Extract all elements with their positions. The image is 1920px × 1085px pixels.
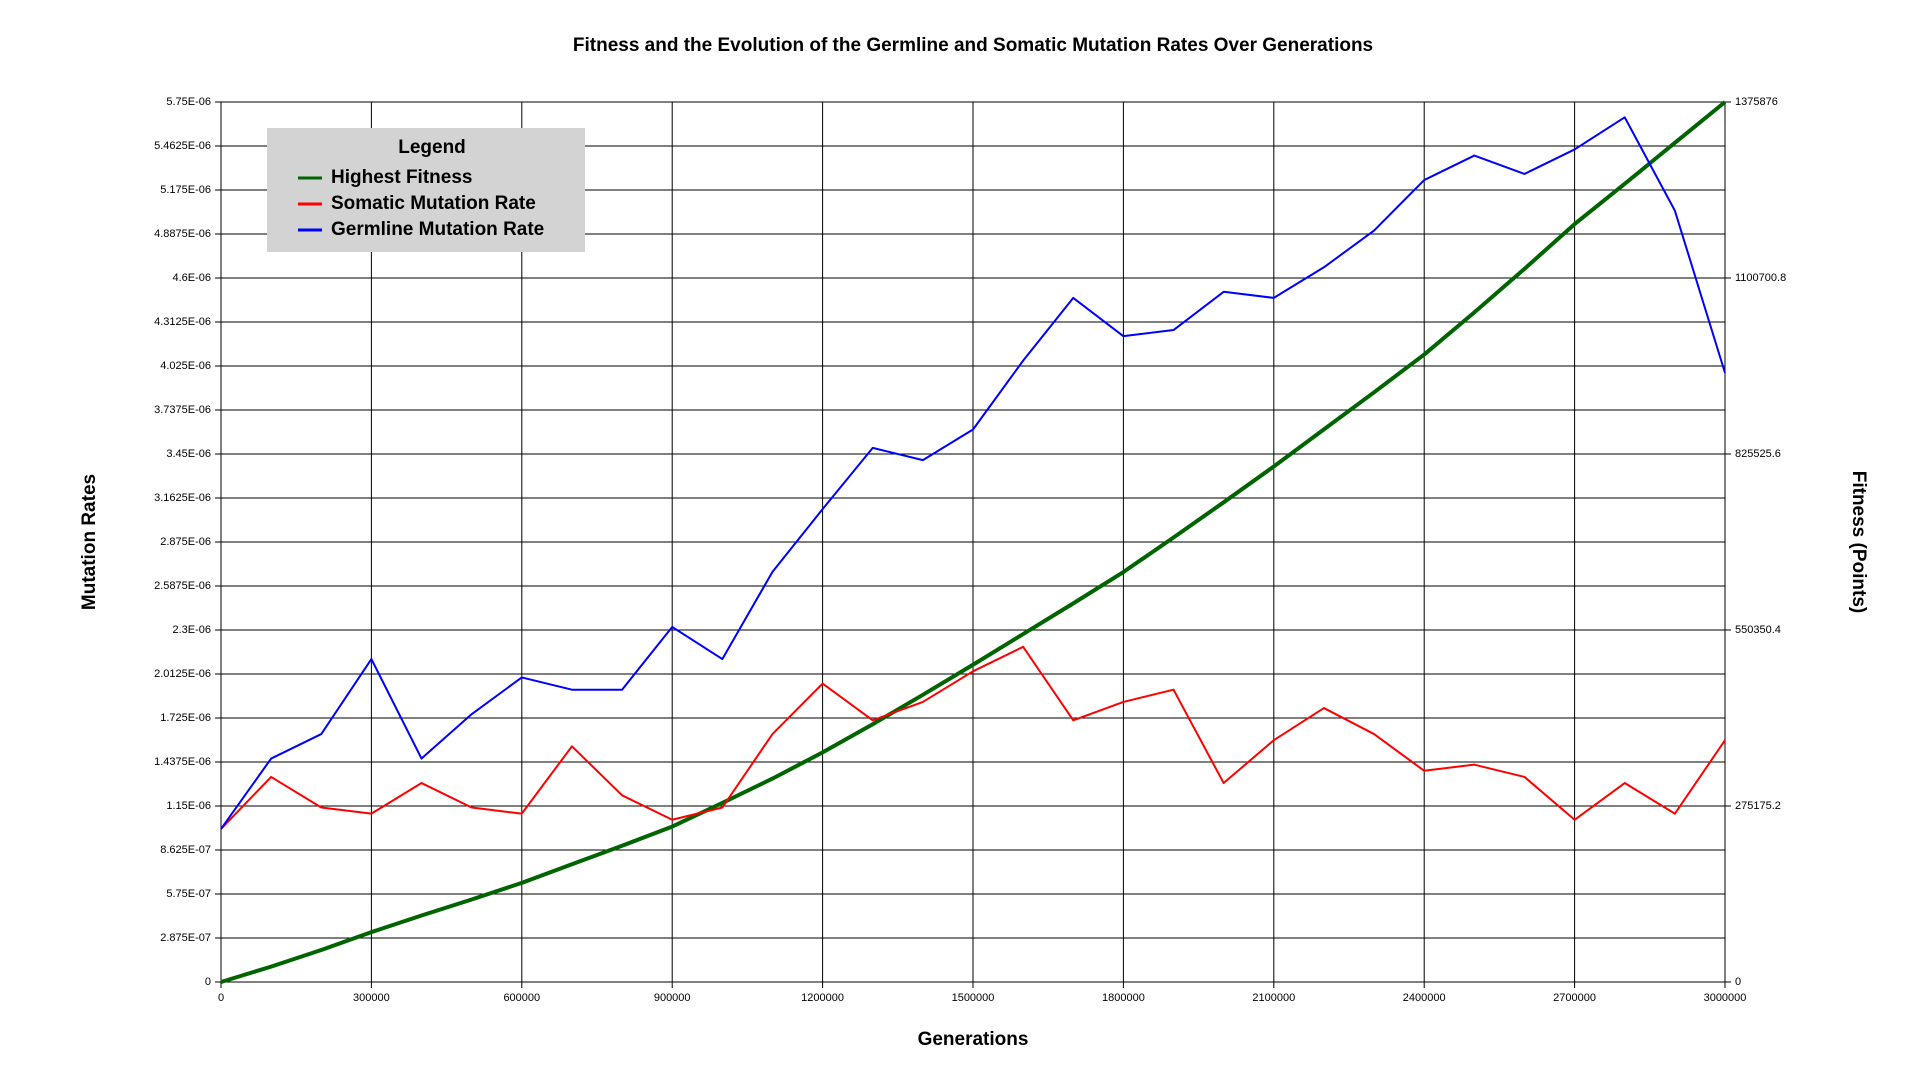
y2-tick-label: 1375876 [1735, 96, 1778, 108]
y-tick-label: 8.625E-07 [160, 844, 211, 856]
y-tick-label: 3.7375E-06 [154, 404, 211, 416]
y-tick-label: 3.1625E-06 [154, 492, 211, 504]
y2-tick-label: 0 [1735, 976, 1741, 988]
x-tick-label: 900000 [654, 992, 691, 1004]
y-axis-title: Mutation Rates [79, 474, 100, 610]
y-tick-label: 2.5875E-06 [154, 580, 211, 592]
y-tick-label: 5.75E-07 [166, 888, 211, 900]
series-line [220, 645, 1726, 830]
y2-tick-label: 1100700.8 [1735, 272, 1786, 284]
x-tick-label: 1200000 [801, 992, 844, 1004]
x-axis-title: Generations [918, 1029, 1029, 1050]
y-tick-label: 3.45E-06 [166, 448, 211, 460]
chart-title: Fitness and the Evolution of the Germlin… [573, 35, 1373, 56]
legend-title: Legend [398, 137, 466, 158]
legend-label: Highest Fitness [331, 167, 472, 188]
y-tick-label: 1.15E-06 [166, 800, 211, 812]
y-tick-label: 5.4625E-06 [154, 140, 211, 152]
y-tick-label: 2.875E-06 [160, 536, 211, 548]
x-tick-label: 2700000 [1553, 992, 1596, 1004]
y-tick-label: 1.4375E-06 [154, 756, 211, 768]
y-tick-label: 2.3E-06 [172, 624, 211, 636]
y-tick-label: 5.175E-06 [160, 184, 211, 196]
x-tick-label: 2400000 [1403, 992, 1446, 1004]
series-line [220, 116, 1726, 830]
y-tick-label: 2.0125E-06 [154, 668, 211, 680]
y-tick-label: 4.3125E-06 [154, 316, 211, 328]
y2-tick-label: 550350.4 [1735, 624, 1781, 636]
y-tick-label: 4.8875E-06 [154, 228, 211, 240]
plot-lines [220, 100, 1727, 984]
x-tick-label: 1500000 [952, 992, 995, 1004]
plot-frame [220, 101, 1726, 983]
y-tick-label: 4.6E-06 [172, 272, 211, 284]
x-tick-label: 600000 [503, 992, 540, 1004]
legend-label: Germline Mutation Rate [331, 219, 544, 240]
y-tick-label: 1.725E-06 [160, 712, 211, 724]
y-tick-label: 0 [205, 976, 211, 988]
legend: Legend Highest Fitness Somatic Mutation R… [267, 128, 585, 252]
y2-tick-label: 825525.6 [1735, 448, 1781, 460]
y-tick-label: 4.025E-06 [160, 360, 211, 372]
x-tick-label: 2100000 [1252, 992, 1295, 1004]
legend-label: Somatic Mutation Rate [331, 193, 536, 214]
x-tick-label: 1800000 [1102, 992, 1145, 1004]
x-tick-label: 3000000 [1704, 992, 1747, 1004]
y2-axis-title: Fitness (Points) [1848, 471, 1869, 614]
series-line [220, 100, 1727, 984]
y-tick-label: 5.75E-06 [166, 96, 211, 108]
x-tick-label: 0 [218, 992, 224, 1004]
y2-tick-label: 275175.2 [1735, 800, 1781, 812]
grid: 0 2.875E-07 5.75E-07 8.625E-07 1.15E-06 1.437… [154, 96, 1786, 1004]
x-tick-label: 300000 [353, 992, 390, 1004]
y-tick-label: 2.875E-07 [160, 932, 211, 944]
